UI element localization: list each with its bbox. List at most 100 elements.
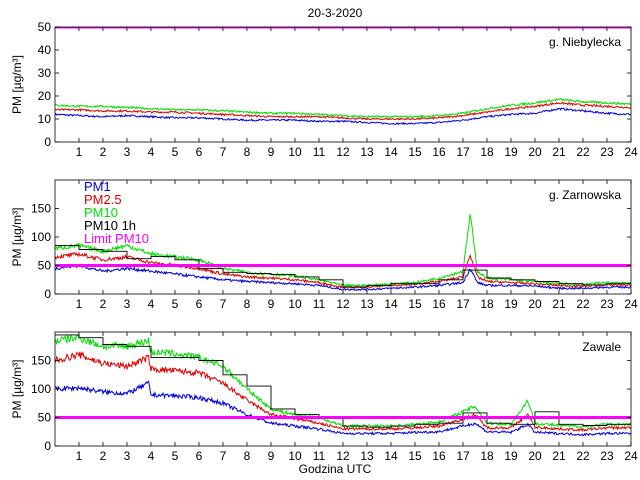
x-tick-label: 20 [528, 449, 542, 463]
series-pm2-5 [55, 101, 631, 121]
x-tick-label: 11 [313, 145, 326, 159]
plot-lines [55, 214, 631, 292]
y-tick-label: 0 [44, 287, 51, 301]
legend-entry-pm2-5: PM2.5 [84, 192, 122, 207]
x-tick-label: 3 [124, 297, 131, 311]
x-tick-label: 14 [384, 297, 398, 311]
x-tick-label: 13 [360, 145, 374, 159]
x-tick-label: 7 [220, 449, 227, 463]
x-tick-label: 5 [172, 297, 179, 311]
x-tick-label: 3 [124, 145, 131, 159]
x-tick-label: 15 [408, 297, 422, 311]
panel-3: 1 2 3 4 5 6 7 8 9 10 11 12 13 14 15 16 17 18 19 20 21 22 23 240… [10, 331, 638, 463]
y-tick-label: 100 [31, 230, 51, 244]
y-axis-label: PM [µg/m³] [10, 360, 24, 419]
series-pm10-1h [55, 245, 631, 288]
x-tick-label: 5 [172, 145, 179, 159]
x-tick-label: 21 [552, 145, 566, 159]
x-tick-label: 11 [313, 297, 326, 311]
legend-entry-pm10-1h: PM10 1h [84, 218, 136, 233]
x-tick-label: 10 [288, 449, 302, 463]
x-axis-label: Godzina UTC [299, 462, 372, 476]
x-tick-label: 11 [313, 449, 326, 463]
y-tick-label: 150 [31, 354, 51, 368]
x-tick-label: 2 [100, 145, 107, 159]
x-tick-label: 22 [576, 449, 590, 463]
x-tick-label: 10 [288, 297, 302, 311]
x-tick-label: 15 [408, 145, 422, 159]
y-tick-label: 0 [44, 135, 51, 149]
x-tick-label: 1 [76, 145, 83, 159]
x-tick-label: 8 [244, 297, 251, 311]
legend-entry-limit-pm10: Limit PM10 [84, 231, 149, 246]
y-axis-label: PM [µg/m³] [10, 55, 24, 114]
x-tick-label: 21 [552, 449, 566, 463]
plot-area [55, 180, 631, 294]
x-tick-label: 24 [624, 297, 638, 311]
legend-entry-pm1: PM1 [84, 179, 111, 194]
x-tick-label: 4 [148, 449, 155, 463]
x-tick-label: 23 [600, 297, 614, 311]
station-label: g. Zarnowska [549, 188, 621, 202]
series-pm10 [55, 98, 631, 119]
x-tick-label: 6 [196, 145, 203, 159]
x-tick-label: 13 [360, 297, 374, 311]
x-tick-label: 12 [336, 145, 350, 159]
series-pm1 [55, 380, 631, 437]
x-tick-label: 4 [148, 145, 155, 159]
x-tick-label: 17 [456, 297, 470, 311]
x-tick-label: 15 [408, 449, 422, 463]
station-label: g. Niebylecka [549, 35, 621, 49]
x-tick-label: 19 [504, 297, 518, 311]
x-tick-label: 2 [100, 449, 107, 463]
x-tick-label: 20 [528, 297, 542, 311]
plot-lines [55, 27, 631, 126]
x-tick-label: 9 [268, 449, 275, 463]
x-tick-label: 3 [124, 449, 131, 463]
x-tick-label: 7 [220, 297, 227, 311]
x-tick-label: 8 [244, 145, 251, 159]
x-tick-label: 16 [432, 449, 446, 463]
y-tick-label: 50 [38, 20, 52, 34]
x-tick-label: 23 [600, 449, 614, 463]
legend-entry-pm10: PM10 [84, 205, 118, 220]
x-tick-label: 1 [76, 449, 83, 463]
x-tick-label: 19 [504, 145, 518, 159]
x-tick-label: 18 [480, 449, 494, 463]
x-tick-label: 23 [600, 145, 614, 159]
plot-lines [55, 334, 631, 437]
y-tick-label: 150 [31, 202, 51, 216]
x-tick-label: 19 [504, 449, 518, 463]
series-pm1 [55, 107, 631, 126]
y-tick-label: 30 [38, 66, 52, 80]
y-tick-label: 0 [44, 439, 51, 453]
x-tick-label: 18 [480, 145, 494, 159]
x-tick-label: 24 [624, 145, 638, 159]
x-tick-label: 14 [384, 145, 398, 159]
y-tick-label: 50 [38, 259, 52, 273]
series-pm10-1h [55, 334, 631, 428]
x-tick-label: 16 [432, 297, 446, 311]
x-tick-label: 16 [432, 145, 446, 159]
x-tick-label: 7 [220, 145, 227, 159]
x-tick-label: 6 [196, 449, 203, 463]
x-tick-label: 13 [360, 449, 374, 463]
panel-1: 1 2 3 4 5 6 7 8 9 10 11 12 13 14 15 16 17 18 19 20 21 22 23 240… [10, 20, 638, 159]
y-tick-label: 40 [38, 43, 52, 57]
y-tick-label: 50 [38, 411, 52, 425]
y-tick-label: 10 [38, 112, 52, 126]
x-tick-label: 17 [456, 449, 470, 463]
x-tick-label: 22 [576, 145, 590, 159]
x-tick-label: 14 [384, 449, 398, 463]
x-tick-label: 12 [336, 449, 350, 463]
x-tick-label: 1 [76, 297, 83, 311]
x-tick-label: 20 [528, 145, 542, 159]
x-tick-label: 9 [268, 145, 275, 159]
panels: 1 2 3 4 5 6 7 8 9 10 11 12 13 14 15 16 17 18 19 20 21 22 23 240… [10, 20, 638, 463]
y-tick-label: 20 [38, 89, 52, 103]
x-tick-label: 9 [268, 297, 275, 311]
x-tick-label: 8 [244, 449, 251, 463]
panel-2: 1 2 3 4 5 6 7 8 9 10 11 12 13 14 15 16 17 18 19 20 21 22 23 240… [10, 179, 638, 311]
x-tick-label: 2 [100, 297, 107, 311]
